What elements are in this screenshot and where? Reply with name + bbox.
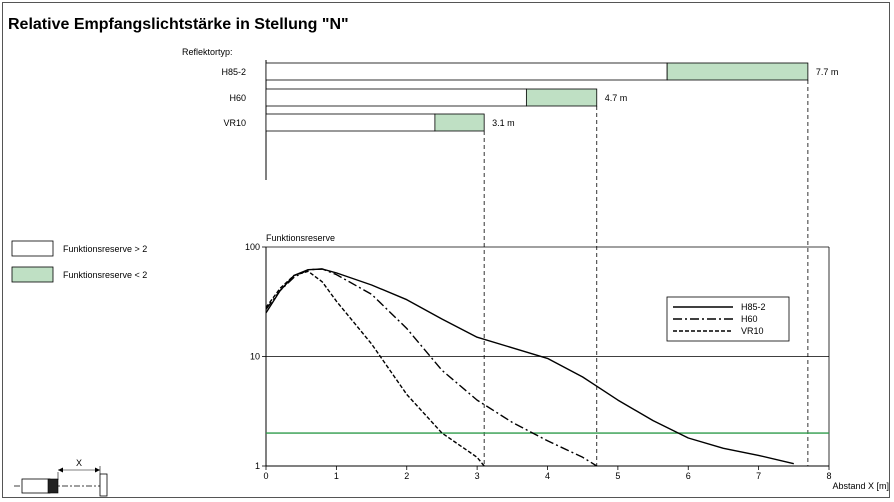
- x-tick-label: 5: [615, 471, 620, 481]
- x-tick-label: 2: [404, 471, 409, 481]
- x-tick-label: 7: [756, 471, 761, 481]
- y-tick-label: 100: [245, 242, 260, 252]
- reflector-name-h85-2: H85-2: [221, 67, 246, 77]
- x-tick-label: 1: [334, 471, 339, 481]
- series-line-vr10: [265, 270, 485, 467]
- sensor-lens: [47, 478, 59, 494]
- reflector-bar-reserve-lt2: [666, 62, 809, 81]
- reflector-range-label: 7.7 m: [816, 67, 839, 77]
- legend-swatch-reserve-lt2: [11, 266, 54, 283]
- reflector-plate: [99, 473, 108, 497]
- plot-legend-label-vr10: VR10: [741, 326, 764, 336]
- x-tick-label: 8: [826, 471, 831, 481]
- reflector-type-label: Reflektortyp:: [182, 47, 233, 57]
- legend-swatch-reserve-gt2: [11, 240, 54, 257]
- x-tick-label: 0: [263, 471, 268, 481]
- reflector-name-h60: H60: [229, 93, 246, 103]
- series-line-h60: [265, 268, 598, 467]
- y-tick-label: 1: [255, 461, 260, 471]
- reflector-range-label: 4.7 m: [605, 93, 628, 103]
- legend-label-reserve-gt2: Funktionsreserve > 2: [63, 244, 147, 254]
- x-tick-label: 6: [686, 471, 691, 481]
- plot-legend-label-h85-2: H85-2: [741, 302, 766, 312]
- sensor-body: [21, 478, 51, 494]
- reflector-bar-reserve-gt2: [265, 62, 668, 81]
- reflector-bar-reserve-lt2: [525, 88, 598, 107]
- reflector-bar-reserve-gt2: [265, 88, 527, 107]
- reflector-range-label: 3.1 m: [492, 118, 515, 128]
- page-title: Relative Empfangslichtstärke in Stellung…: [8, 16, 349, 33]
- sensor-diagram: X: [14, 458, 108, 497]
- y-tick-label: 10: [250, 352, 260, 362]
- dim-arrows: [58, 467, 100, 473]
- reflector-name-vr10: VR10: [223, 118, 246, 128]
- plot-legend-label-h60: H60: [741, 314, 758, 324]
- reflector-bar-reserve-lt2: [434, 113, 485, 132]
- legend-label-reserve-lt2: Funktionsreserve < 2: [63, 270, 147, 280]
- x-axis-label: Abstand X [m]: [832, 481, 889, 491]
- x-tick-label: 3: [475, 471, 480, 481]
- dimension-x-label: X: [76, 458, 82, 468]
- x-tick-label: 4: [545, 471, 550, 481]
- y-axis-label: Funktionsreserve: [266, 233, 335, 243]
- reflector-bar-reserve-gt2: [265, 113, 436, 132]
